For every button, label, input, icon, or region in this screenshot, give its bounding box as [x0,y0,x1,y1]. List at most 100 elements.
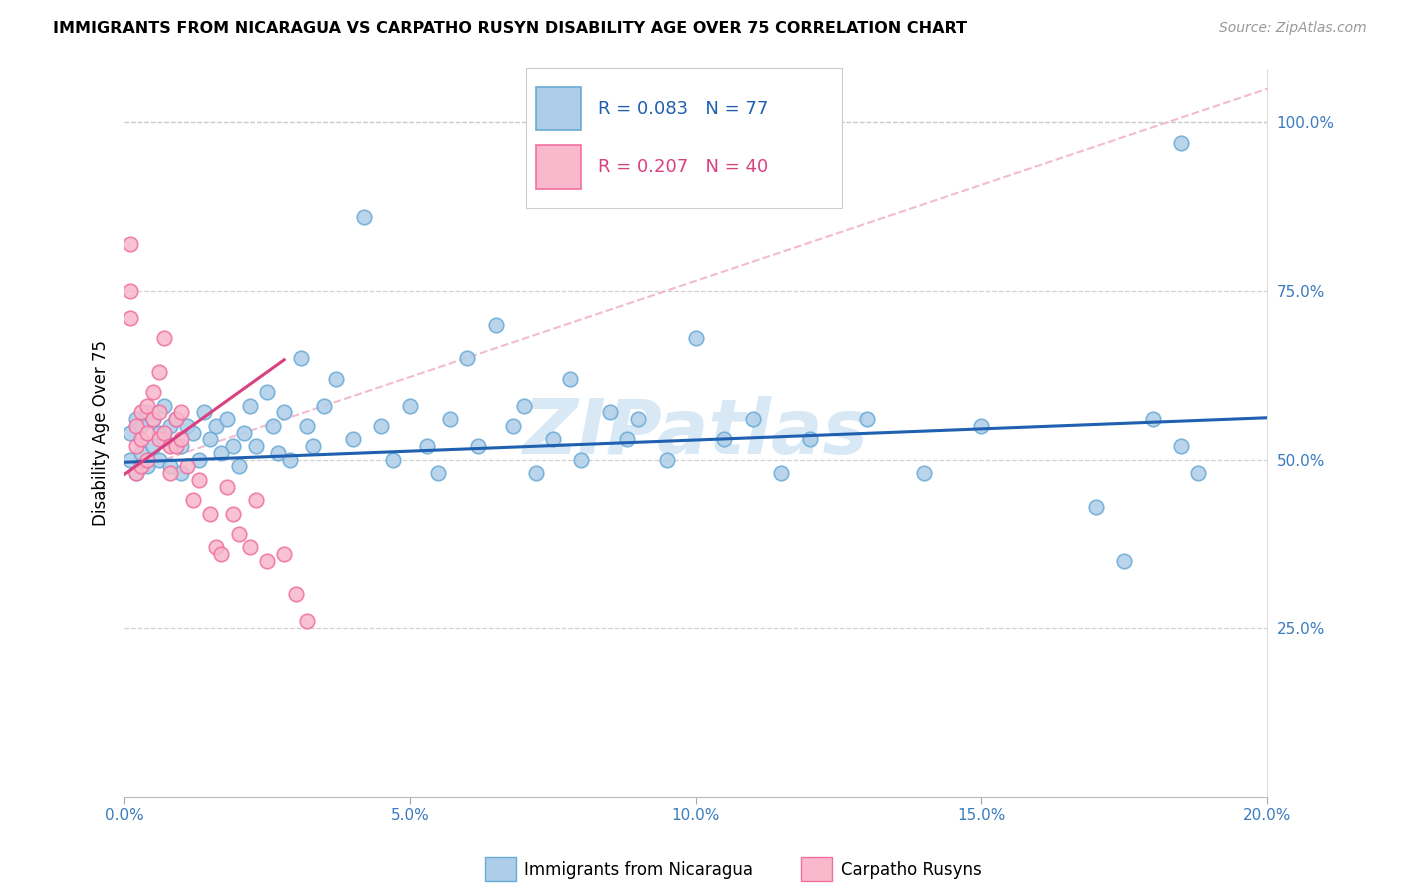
Point [165,439,187,453]
Point [325,372,347,386]
Point [217,412,239,426]
Point [170,405,193,419]
Point [222,507,245,521]
Point [627,412,650,426]
Point [187,452,209,467]
Point [176,459,198,474]
Point [142,439,165,453]
Point [502,418,524,433]
Point [856,412,879,426]
Point [165,412,187,426]
Point [599,405,621,419]
Point [181,425,204,440]
Point [170,439,193,453]
Text: R = 0.207   N = 40: R = 0.207 N = 40 [599,158,769,176]
Point [456,351,478,366]
Point [284,587,307,601]
Point [142,412,165,426]
Point [118,284,141,298]
Point [136,452,159,467]
Point [131,433,153,447]
Point [524,466,547,480]
Point [136,399,159,413]
Point [399,399,422,413]
Point [381,452,404,467]
Point [124,439,146,453]
Point [124,418,146,433]
Point [131,459,153,474]
Point [685,331,707,345]
Point [118,310,141,325]
Point [267,446,290,460]
Point [290,351,312,366]
Point [295,615,318,629]
Point [153,399,176,413]
Point [541,433,564,447]
Point [136,425,159,440]
Point [799,433,821,447]
Point [148,365,170,379]
Point [370,418,392,433]
Text: Immigrants from Nicaragua: Immigrants from Nicaragua [524,861,754,879]
Point [770,466,793,480]
Point [153,425,176,440]
Point [159,418,181,433]
Point [198,507,221,521]
Point [273,547,295,561]
Point [416,439,439,453]
Point [148,452,170,467]
Point [204,418,226,433]
Point [153,331,176,345]
Point [124,466,146,480]
Point [193,405,215,419]
Point [228,526,250,541]
Point [204,540,226,554]
Text: Source: ZipAtlas.com: Source: ZipAtlas.com [1219,21,1367,36]
Point [1114,554,1136,568]
Point [198,433,221,447]
Point [1170,136,1192,150]
Point [314,399,336,413]
Point [239,540,262,554]
Y-axis label: Disability Age Over 75: Disability Age Over 75 [93,340,110,525]
Point [159,466,181,480]
Point [170,466,193,480]
Point [273,405,295,419]
Text: Carpatho Rusyns: Carpatho Rusyns [841,861,981,879]
Point [439,412,461,426]
Point [262,418,284,433]
Point [239,399,262,413]
Point [136,459,159,474]
Point [1170,439,1192,453]
Point [118,236,141,251]
Point [569,452,592,467]
Point [427,466,450,480]
Point [181,493,204,508]
Point [148,433,170,447]
Point [187,473,209,487]
Text: ZIPatlas: ZIPatlas [523,395,869,469]
Point [342,433,364,447]
Point [558,372,581,386]
Point [616,433,638,447]
Point [142,385,165,400]
Point [295,418,318,433]
FancyBboxPatch shape [536,145,581,189]
Point [124,466,146,480]
Point [153,433,176,447]
Point [655,452,678,467]
Point [131,446,153,460]
Point [209,446,232,460]
Point [124,412,146,426]
Point [970,418,993,433]
Point [1142,412,1164,426]
Point [148,405,170,419]
Point [165,412,187,426]
Point [148,425,170,440]
Point [233,425,256,440]
Point [118,452,141,467]
Point [159,459,181,474]
Point [1084,500,1107,514]
Point [131,405,153,419]
Point [278,452,301,467]
